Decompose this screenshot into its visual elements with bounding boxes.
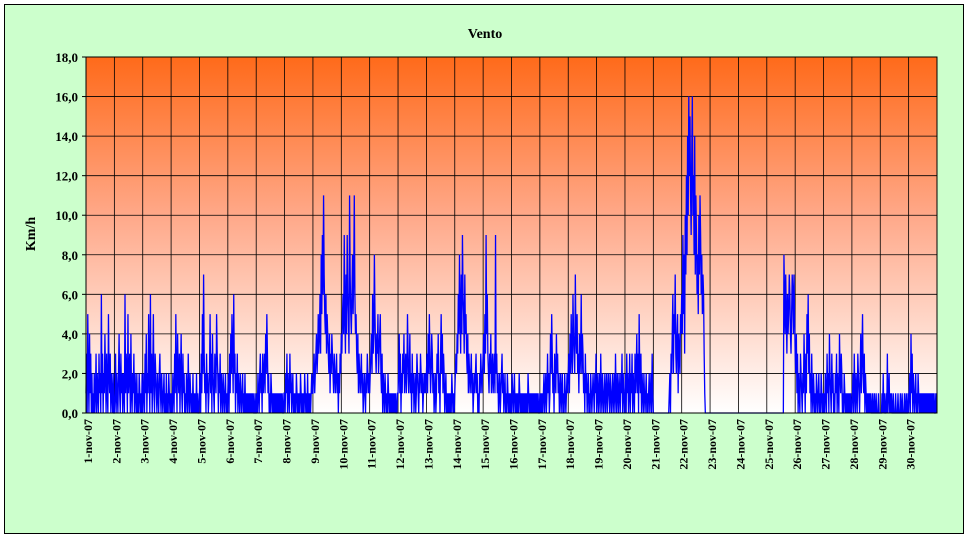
x-tick-label: 1-nov-07 <box>81 419 95 464</box>
chart-svg: Vento Km/h 0,0 2,0 4,0 6,0 8,0 10,0 12,0 14,0 16… <box>24 27 938 470</box>
x-tick-label: 8-nov-07 <box>280 419 294 464</box>
x-tick-label: 10-nov-07 <box>336 419 350 470</box>
x-tick-label: 2-nov-07 <box>109 419 123 464</box>
x-tick-label: 18-nov-07 <box>563 419 577 470</box>
chart-area: Vento Km/h 0,0 2,0 4,0 6,0 8,0 10,0 12,0 14,0 16… <box>4 4 964 534</box>
y-tick-label: 16,0 <box>55 90 78 105</box>
x-tick-label: 13-nov-07 <box>421 419 435 470</box>
x-tick-label: 27-nov-07 <box>819 419 833 470</box>
y-tick-label: 12,0 <box>55 169 78 184</box>
x-tick-label: 5-nov-07 <box>194 419 208 464</box>
y-tick-label: 4,0 <box>62 327 78 342</box>
x-tick-label: 7-nov-07 <box>251 419 265 464</box>
chart-title: Vento <box>468 27 503 42</box>
x-tick-label: 28-nov-07 <box>847 419 861 470</box>
x-tick-label: 9-nov-07 <box>308 419 322 464</box>
x-tick-label: 12-nov-07 <box>393 419 407 470</box>
x-tick-label: 14-nov-07 <box>450 419 464 470</box>
x-tick-label: 25-nov-07 <box>762 419 776 470</box>
x-tick-label: 30-nov-07 <box>904 419 918 470</box>
x-tick-label: 16-nov-07 <box>507 419 521 470</box>
x-tick-label: 4-nov-07 <box>166 419 180 464</box>
plot-border <box>85 56 938 414</box>
y-tick-label: 18,0 <box>55 50 78 65</box>
y-tick-label: 6,0 <box>62 287 78 302</box>
x-tick-label: 3-nov-07 <box>138 419 152 464</box>
y-tick-label: 14,0 <box>55 129 78 144</box>
x-tick-label: 17-nov-07 <box>535 419 549 470</box>
x-tick-label: 22-nov-07 <box>677 419 691 470</box>
x-tick-label: 19-nov-07 <box>592 419 606 470</box>
x-tick-label: 21-nov-07 <box>648 419 662 470</box>
y-tick-labels: 0,0 2,0 4,0 6,0 8,0 10,0 12,0 14,0 16,0 18,0 <box>55 50 86 421</box>
y-axis-label: Km/h <box>24 217 39 251</box>
x-tick-label: 15-nov-07 <box>478 419 492 470</box>
x-tick-label: 26-nov-07 <box>790 419 804 470</box>
y-tick-label: 10,0 <box>55 208 78 223</box>
y-tick-label: 8,0 <box>62 248 78 263</box>
x-tick-label: 6-nov-07 <box>223 419 237 464</box>
x-tick-label: 23-nov-07 <box>705 419 719 470</box>
x-tick-label: 24-nov-07 <box>733 419 747 470</box>
y-tick-label: 0,0 <box>62 406 78 421</box>
x-tick-label: 29-nov-07 <box>875 419 889 470</box>
x-tick-label: 11-nov-07 <box>365 419 379 469</box>
y-tick-label: 2,0 <box>62 366 78 381</box>
x-tick-labels: 1-nov-07 2-nov-07 3-nov-07 4-nov-07 5-nov-07… <box>81 419 918 470</box>
x-tick-label: 20-nov-07 <box>620 419 634 470</box>
